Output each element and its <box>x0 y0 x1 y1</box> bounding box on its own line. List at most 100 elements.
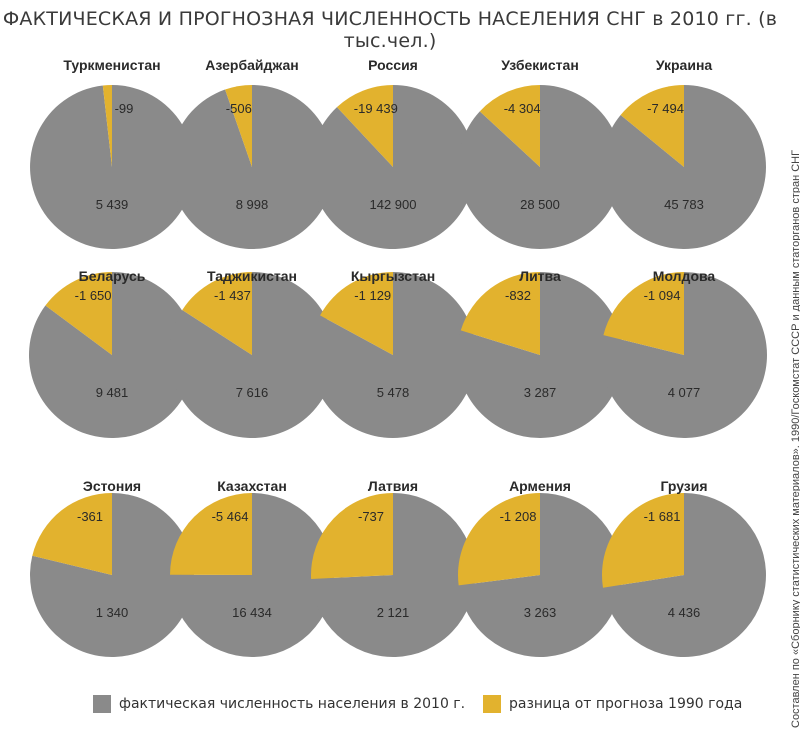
pie-slice-actual <box>457 272 624 438</box>
pie-slice-diff <box>601 493 684 588</box>
pie-chart: Узбекистан 28 500 -4 304 <box>457 57 622 249</box>
source-note: Составлен по «Сборнику статистических ма… <box>790 149 800 728</box>
pie-actual-label: 7 616 <box>236 385 269 400</box>
pie-country-name: Россия <box>368 57 418 73</box>
pie-actual-label: 3 263 <box>524 605 557 620</box>
pie-slice-diff <box>45 272 112 355</box>
pie-chart: Грузия 4 436 -1 681 <box>601 478 766 658</box>
pie-actual-label: 45 783 <box>664 197 704 212</box>
pie-actual-label: 5 439 <box>96 197 129 212</box>
pie-country-name: Армения <box>509 478 571 494</box>
pie-diff-label: -99 <box>115 101 134 116</box>
pie-country-name: Узбекистан <box>501 57 579 73</box>
pie-slice-actual <box>169 272 336 438</box>
pie-actual-label: 5 478 <box>377 385 410 400</box>
pie-diff-label: -1 650 <box>75 288 112 303</box>
pie-slice-diff <box>102 85 112 167</box>
pie-slice-diff <box>336 85 393 167</box>
pie-diff-label: -1 129 <box>354 288 391 303</box>
pie-chart: Россия 142 900 -19 439 <box>310 57 475 250</box>
pie-actual-label: 28 500 <box>520 197 560 212</box>
pie-slice-diff <box>182 272 252 355</box>
pie-slice-actual <box>601 85 766 249</box>
pie-diff-label: -1 437 <box>214 288 251 303</box>
pie-diff-label: -737 <box>358 509 384 524</box>
pie-slice-diff <box>320 272 393 355</box>
pie-country-name: Казахстан <box>217 478 287 494</box>
pie-actual-label: 4 436 <box>668 605 701 620</box>
pie-country-name: Латвия <box>368 478 418 494</box>
pie-actual-label: 16 434 <box>232 605 272 620</box>
pie-slice-diff <box>460 272 540 355</box>
pie-diff-label: -361 <box>77 509 103 524</box>
pie-country-name: Молдова <box>653 268 716 284</box>
pie-chart: Казахстан 16 434 -5 464 <box>169 478 334 657</box>
pie-actual-label: 1 340 <box>96 605 129 620</box>
pie-slice-actual <box>310 272 477 439</box>
legend-item-diff: разница от прогноза 1990 года <box>483 694 742 714</box>
legend-swatch-diff <box>483 695 501 713</box>
pie-country-name: Таджикистан <box>207 268 297 284</box>
pie-chart: Украина 45 783 -7 494 <box>601 57 766 249</box>
pie-chart: Молдова 4 077 -1 094 <box>601 268 768 438</box>
pie-chart: Азербайджан 8 998 -506 <box>170 57 335 249</box>
pie-chart: Эстония 1 340 -361 <box>30 478 195 657</box>
pie-country-name: Кыргызстан <box>351 268 435 284</box>
pie-diff-label: -7 494 <box>647 101 684 116</box>
legend-item-actual: фактическая численность населения в 2010… <box>93 694 465 714</box>
pie-country-name: Литва <box>519 268 561 284</box>
pie-diff-label: -506 <box>226 101 252 116</box>
legend-swatch-actual <box>93 695 111 713</box>
pie-slice-diff <box>458 493 540 586</box>
pie-actual-label: 4 077 <box>668 385 701 400</box>
pie-slice-actual <box>170 84 335 249</box>
pie-slice-diff <box>225 85 252 167</box>
pie-slice-diff <box>603 272 684 355</box>
pie-chart: Беларусь 9 481 -1 650 <box>29 268 196 438</box>
pie-actual-label: 3 287 <box>524 385 557 400</box>
pie-actual-label: 142 900 <box>370 197 417 212</box>
pie-actual-label: 9 481 <box>96 385 129 400</box>
legend-label-diff: разница от прогноза 1990 года <box>509 696 743 712</box>
pie-slice-actual <box>311 493 475 657</box>
pie-diff-label: -19 439 <box>354 101 398 116</box>
pie-slice-actual <box>30 84 195 250</box>
pie-slice-actual <box>458 493 623 657</box>
pie-diff-label: -1 208 <box>500 509 537 524</box>
pie-country-name: Азербайджан <box>205 57 299 73</box>
pie-slice-diff <box>620 85 684 167</box>
pie-country-name: Эстония <box>83 478 141 494</box>
pie-country-name: Туркменистан <box>63 57 160 73</box>
pie-slice-actual <box>601 272 768 438</box>
pie-chart: Литва 3 287 -832 <box>457 268 624 438</box>
pie-chart: Таджикистан 7 616 -1 437 <box>169 268 336 438</box>
pie-actual-label: 2 121 <box>377 605 410 620</box>
pie-chart: Кыргызстан 5 478 -1 129 <box>310 268 477 439</box>
pie-diff-label: -4 304 <box>504 101 541 116</box>
pie-slice-diff <box>170 493 252 575</box>
pie-slice-actual <box>29 271 196 438</box>
pie-slice-actual <box>602 493 766 658</box>
pie-chart: Армения 3 263 -1 208 <box>458 478 623 657</box>
pie-actual-label: 8 998 <box>236 197 269 212</box>
pie-slice-diff <box>310 493 393 580</box>
pie-country-name: Украина <box>656 57 713 73</box>
pie-chart: Латвия 2 121 -737 <box>310 478 475 657</box>
pie-diff-label: -832 <box>505 288 531 303</box>
pie-country-name: Грузия <box>660 478 707 494</box>
pie-slice-actual <box>310 85 475 250</box>
pie-diff-label: -1 681 <box>644 509 681 524</box>
pie-slice-diff <box>479 85 540 167</box>
chart-title: ФАКТИЧЕСКАЯ И ПРОГНОЗНАЯ ЧИСЛЕННОСТЬ НАС… <box>2 8 778 52</box>
pie-diff-label: -5 464 <box>212 509 249 524</box>
pie-slice-actual <box>169 493 334 657</box>
pie-slice-diff <box>32 493 112 575</box>
pie-diff-label: -1 094 <box>644 288 681 303</box>
pie-slice-actual <box>457 85 622 249</box>
legend-label-actual: фактическая численность населения в 2010… <box>119 696 466 712</box>
pie-country-name: Беларусь <box>79 268 146 284</box>
pie-chart: Туркменистан 5 439 -99 <box>30 57 195 250</box>
pie-slice-actual <box>30 493 195 657</box>
